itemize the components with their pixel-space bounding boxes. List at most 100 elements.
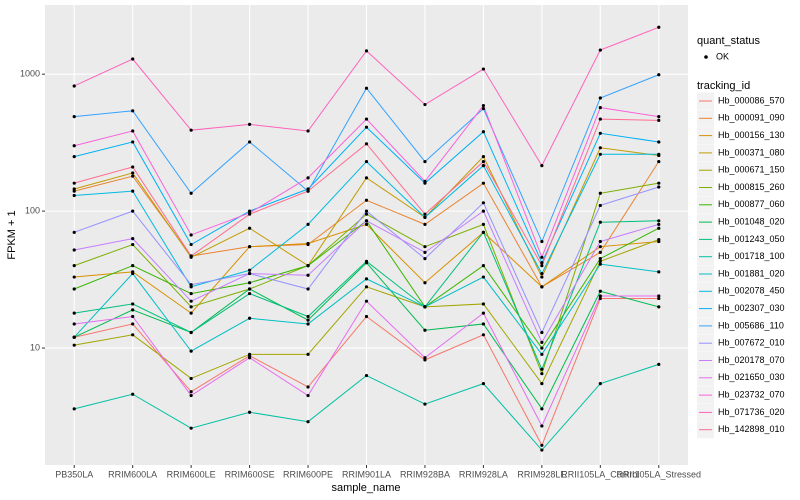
data-point bbox=[306, 322, 310, 326]
data-point bbox=[306, 314, 310, 319]
data-point bbox=[423, 257, 427, 261]
data-point bbox=[306, 222, 310, 226]
data-point bbox=[364, 49, 369, 53]
data-point bbox=[131, 165, 135, 169]
data-point bbox=[423, 102, 427, 107]
data-point bbox=[189, 376, 193, 381]
data-point bbox=[131, 271, 135, 276]
data-point bbox=[72, 335, 76, 339]
data-point bbox=[247, 316, 252, 320]
legend-label: Hb_000671_150 bbox=[718, 165, 785, 175]
data-point bbox=[481, 302, 486, 306]
data-point bbox=[598, 245, 602, 249]
data-point bbox=[72, 264, 76, 268]
legend-label: Hb_142898_010 bbox=[718, 424, 785, 434]
data-point bbox=[481, 264, 486, 268]
data-point bbox=[657, 237, 661, 242]
data-point bbox=[72, 155, 76, 159]
data-point bbox=[481, 222, 486, 226]
data-point bbox=[540, 264, 544, 268]
data-point bbox=[189, 426, 193, 430]
legend-label: Hb_000086_570 bbox=[718, 95, 785, 105]
data-point bbox=[189, 233, 193, 237]
data-point bbox=[247, 410, 252, 414]
data-point bbox=[247, 212, 252, 216]
x-tick-label: RRIM901LA bbox=[342, 469, 391, 479]
data-point bbox=[247, 140, 252, 144]
data-point bbox=[598, 106, 602, 110]
x-tick-label: RRIM600LE bbox=[167, 469, 216, 479]
data-point bbox=[481, 333, 486, 337]
data-point bbox=[247, 356, 252, 360]
data-point bbox=[131, 333, 135, 337]
data-point bbox=[481, 155, 486, 159]
data-point bbox=[481, 107, 486, 111]
x-tick-label: RRIM928LE bbox=[517, 469, 566, 479]
data-point bbox=[423, 179, 427, 183]
data-point bbox=[598, 239, 602, 244]
data-point bbox=[306, 273, 310, 277]
data-point bbox=[72, 407, 76, 411]
data-point bbox=[657, 25, 661, 29]
data-point bbox=[481, 159, 486, 164]
legend-label: Hb_071736_020 bbox=[718, 407, 785, 417]
data-point bbox=[306, 287, 310, 291]
data-point bbox=[657, 140, 661, 144]
data-point bbox=[72, 115, 76, 119]
data-point bbox=[189, 191, 193, 195]
data-point bbox=[131, 308, 135, 312]
data-point bbox=[657, 159, 661, 164]
data-point bbox=[131, 140, 135, 144]
data-point bbox=[247, 122, 252, 126]
data-point bbox=[72, 322, 76, 326]
data-point bbox=[72, 287, 76, 291]
data-point bbox=[598, 152, 602, 156]
data-point bbox=[598, 296, 602, 301]
data-point bbox=[423, 328, 427, 332]
data-point bbox=[657, 362, 661, 366]
data-point bbox=[598, 250, 602, 254]
data-point bbox=[423, 222, 427, 226]
data-point bbox=[540, 163, 544, 168]
data-point bbox=[247, 291, 252, 296]
data-point bbox=[540, 340, 544, 344]
data-point bbox=[657, 73, 661, 77]
legend-label: Hb_021650_030 bbox=[718, 372, 785, 382]
data-point bbox=[189, 242, 193, 247]
data-point bbox=[481, 322, 486, 326]
data-point bbox=[540, 448, 544, 452]
data-point bbox=[364, 117, 369, 121]
data-point bbox=[189, 283, 193, 287]
data-point bbox=[247, 226, 252, 230]
data-point bbox=[657, 219, 661, 223]
data-point bbox=[306, 189, 310, 193]
data-point bbox=[657, 294, 661, 298]
data-point bbox=[72, 343, 76, 347]
data-point bbox=[598, 191, 602, 195]
data-point bbox=[423, 305, 427, 309]
data-point bbox=[189, 305, 193, 309]
data-point bbox=[131, 242, 135, 247]
legend-label: Hb_001243_050 bbox=[718, 234, 785, 244]
y-tick-label: 10 bbox=[30, 342, 40, 352]
legend-label: Hb_023732_070 bbox=[718, 389, 785, 399]
data-point bbox=[189, 254, 193, 258]
data-point bbox=[540, 382, 544, 386]
x-tick-label: RRIM600SE bbox=[225, 469, 275, 479]
data-point bbox=[72, 248, 76, 252]
data-point bbox=[481, 230, 486, 234]
data-point bbox=[540, 271, 544, 276]
data-point bbox=[72, 84, 76, 88]
x-tick-label: RRIM928LA bbox=[459, 469, 508, 479]
data-point bbox=[364, 198, 369, 202]
data-point bbox=[364, 176, 369, 180]
data-point bbox=[131, 171, 135, 175]
data-point bbox=[481, 67, 486, 71]
data-point bbox=[481, 209, 486, 213]
data-point bbox=[423, 212, 427, 216]
data-point bbox=[598, 146, 602, 150]
data-point bbox=[131, 109, 135, 113]
data-point bbox=[481, 163, 486, 168]
data-point bbox=[131, 314, 135, 319]
